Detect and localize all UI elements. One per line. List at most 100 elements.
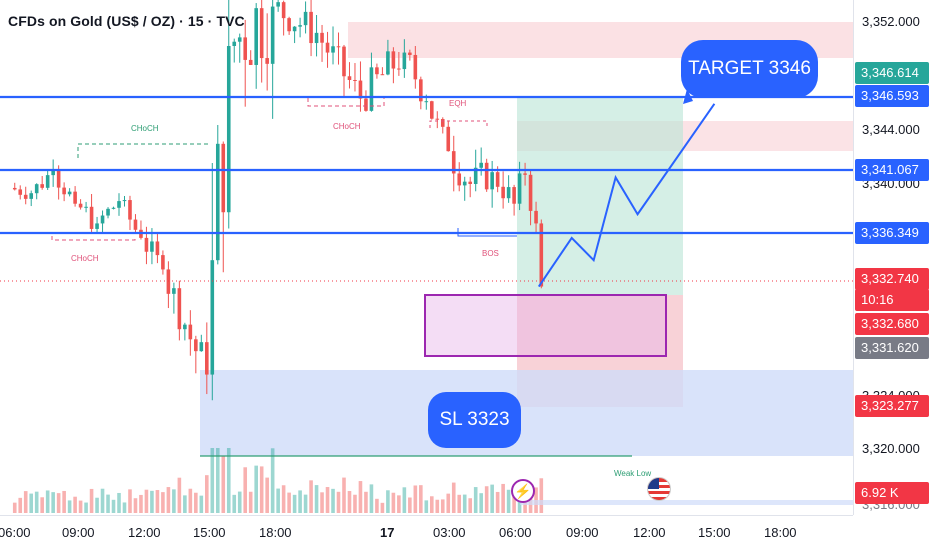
volume-bar bbox=[188, 488, 193, 513]
volume-bar bbox=[479, 493, 483, 513]
volume-bar bbox=[78, 500, 83, 513]
candle-body bbox=[78, 203, 83, 208]
price-badge-high: 3,346.614 bbox=[855, 62, 929, 84]
volume-bar bbox=[451, 482, 456, 513]
candle-body bbox=[281, 2, 286, 19]
volume-bar bbox=[501, 483, 505, 513]
volume-bar bbox=[276, 488, 280, 513]
candle-body bbox=[446, 126, 451, 152]
candle-body bbox=[539, 223, 544, 287]
weak-low-label: Weak Low bbox=[614, 469, 652, 478]
volume-bar bbox=[111, 499, 116, 513]
take-profit-zone bbox=[517, 97, 683, 295]
candle-body bbox=[67, 191, 72, 195]
candle-body bbox=[243, 37, 248, 60]
chart-title: CFDs on Gold (US$ / OZ) · 15 · TVC bbox=[8, 13, 245, 29]
time-tick: 18:00 bbox=[259, 525, 292, 540]
candle-body bbox=[325, 42, 330, 53]
us-flag-icon[interactable] bbox=[647, 477, 671, 501]
volume-bar bbox=[408, 497, 412, 513]
volume-bar bbox=[155, 490, 160, 513]
volume-bar bbox=[40, 497, 44, 513]
candle-body bbox=[287, 18, 291, 32]
candle-body bbox=[506, 187, 511, 199]
candle-body bbox=[419, 79, 423, 102]
volume-bar bbox=[347, 491, 352, 513]
candle-body bbox=[172, 288, 176, 294]
time-tick: 06:00 bbox=[499, 525, 532, 540]
entry-zone[interactable] bbox=[424, 294, 667, 357]
volume-bar bbox=[29, 493, 34, 513]
candle-body bbox=[534, 210, 538, 224]
volume-bar bbox=[128, 489, 132, 513]
choch-line-top bbox=[77, 143, 208, 158]
candle-body bbox=[369, 67, 374, 111]
candle-body bbox=[303, 11, 308, 26]
candle-body bbox=[429, 101, 434, 119]
candle-body bbox=[133, 219, 138, 230]
choch-label-mid: CHoCH bbox=[333, 122, 361, 131]
volume-bar bbox=[183, 495, 187, 513]
candle-body bbox=[177, 288, 182, 330]
target-label[interactable]: TARGET 3346 bbox=[681, 40, 818, 98]
volume-bar bbox=[34, 491, 39, 513]
price-badge-sl: 3,323.277 bbox=[855, 395, 929, 417]
candle-body bbox=[51, 170, 55, 176]
candle-body bbox=[457, 173, 462, 186]
volume-bar bbox=[237, 491, 242, 513]
lightning-icon[interactable]: ⚡ bbox=[511, 479, 535, 503]
stop-loss-label[interactable]: SL 3323 bbox=[428, 392, 521, 448]
volume-bar bbox=[106, 494, 110, 513]
volume-bar bbox=[402, 487, 407, 513]
candle-body bbox=[309, 11, 313, 44]
volume-bar bbox=[468, 498, 473, 513]
candle-body bbox=[440, 119, 445, 127]
choch-label-top: CHoCH bbox=[131, 124, 159, 133]
volume-bar bbox=[215, 448, 220, 513]
time-axis[interactable]: 06:00 09:00 12:00 15:00 18:00 17 03:00 0… bbox=[0, 515, 853, 551]
time-tick-day: 17 bbox=[380, 525, 395, 540]
choch-label-left: CHoCH bbox=[71, 254, 99, 263]
candle-body bbox=[473, 167, 478, 184]
candle-body bbox=[468, 181, 473, 184]
price-badge-level-3346: 3,346.593 bbox=[855, 85, 929, 107]
candle-body bbox=[336, 46, 341, 48]
candle-body bbox=[12, 187, 17, 190]
volume-bar bbox=[265, 477, 269, 513]
volume-bar bbox=[139, 494, 143, 513]
candle-body bbox=[380, 74, 385, 76]
volume-bar bbox=[331, 488, 335, 513]
volume-bar bbox=[336, 491, 341, 513]
volume-bar bbox=[232, 494, 237, 513]
volume-bar bbox=[353, 494, 357, 513]
volume-bar bbox=[386, 490, 390, 513]
candle-body bbox=[188, 324, 193, 340]
candle-body bbox=[397, 68, 401, 70]
candle-body bbox=[215, 143, 220, 261]
projected-path[interactable] bbox=[537, 103, 716, 288]
time-tick: 12:00 bbox=[128, 525, 161, 540]
candle-body bbox=[254, 8, 258, 65]
volume-badge: 6.92 K bbox=[855, 482, 929, 504]
candle-body bbox=[501, 186, 505, 199]
volume-bar bbox=[435, 499, 440, 513]
volume-bar bbox=[375, 498, 379, 513]
volume-bar bbox=[298, 490, 302, 513]
volume-bar bbox=[62, 490, 66, 513]
volume-bar bbox=[413, 485, 418, 513]
candle-body bbox=[161, 255, 165, 270]
volume-bar bbox=[51, 492, 55, 513]
candle-body bbox=[117, 201, 121, 208]
candle-body bbox=[358, 80, 363, 99]
volume-bar bbox=[45, 490, 50, 513]
volume-bar bbox=[133, 498, 138, 513]
volume-bar bbox=[18, 497, 23, 513]
volume-bar bbox=[484, 486, 489, 513]
candle-body bbox=[226, 46, 231, 213]
volume-bar bbox=[397, 495, 401, 513]
candle-body bbox=[166, 269, 171, 294]
candle-body bbox=[314, 32, 319, 44]
candle-body bbox=[56, 170, 61, 188]
